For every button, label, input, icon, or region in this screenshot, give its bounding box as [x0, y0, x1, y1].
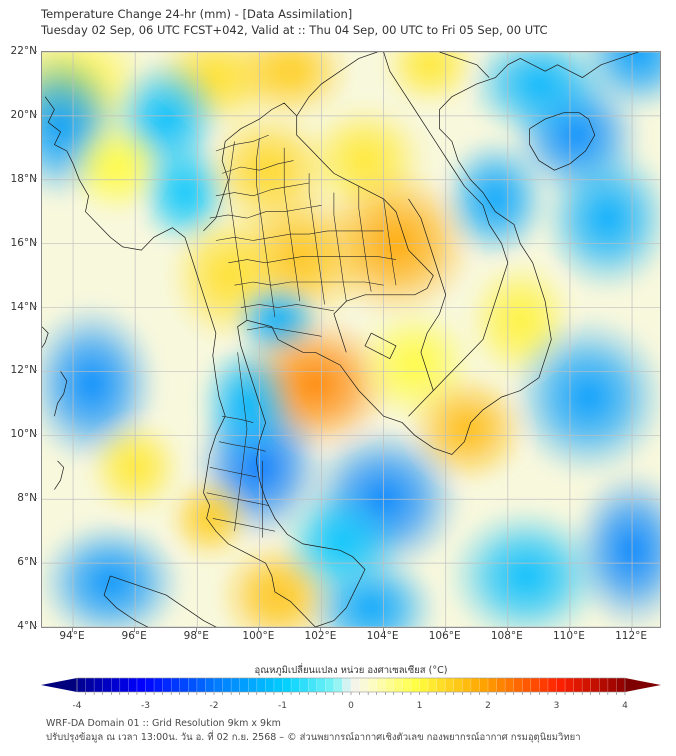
- longitude-tick-mark: [72, 628, 74, 632]
- colorbar-tick-label: 0: [348, 701, 354, 711]
- map-gridlines: [42, 52, 660, 627]
- colorbar-tick-label: -3: [141, 701, 150, 711]
- colorbar-tick-label: 4: [622, 701, 628, 711]
- latitude-tick-label: 10°N: [10, 428, 37, 441]
- latitude-tick-label: 8°N: [17, 492, 37, 505]
- longitude-tick-label: 108°E: [490, 630, 523, 642]
- map-svg: [42, 52, 660, 627]
- colorbar-high-extend: [625, 678, 661, 692]
- colorbar-tick-label: -1: [278, 701, 287, 711]
- longitude-tick-mark: [631, 628, 633, 632]
- latitude-tick-mark: [33, 178, 37, 180]
- latitude-tick-label: 12°N: [10, 364, 37, 377]
- map-coastlines-and-borders: [42, 52, 639, 627]
- longitude-tick-mark: [444, 628, 446, 632]
- longitude-tick-mark: [258, 628, 260, 632]
- map-plot-area[interactable]: [41, 51, 661, 628]
- latitude-tick-mark: [33, 114, 37, 116]
- latitude-tick-label: 18°N: [10, 172, 37, 185]
- longitude-axis: 94°E 96°E 98°E 100°E 102°E 104°E 106°E 108°E 110…: [41, 630, 661, 648]
- longitude-tick-mark: [382, 628, 384, 632]
- longitude-tick-mark: [134, 628, 136, 632]
- latitude-tick-label: 22°N: [10, 45, 37, 57]
- latitude-tick-mark: [33, 497, 37, 499]
- longitude-tick-label: 94°E: [59, 630, 85, 642]
- longitude-tick-mark: [506, 628, 508, 632]
- latitude-tick-label: 16°N: [10, 236, 37, 249]
- colorbar-tick-label: 3: [553, 701, 560, 711]
- colorbar-tick-label: -2: [209, 701, 219, 711]
- longitude-tick-mark: [320, 628, 322, 632]
- figure-title-block: Temperature Change 24-hr (mm) - [Data As…: [41, 6, 641, 38]
- latitude-tick-mark: [33, 369, 37, 371]
- colorbar-tick-label: 2: [485, 701, 491, 711]
- longitude-tick-mark: [196, 628, 198, 632]
- latitude-tick-mark: [33, 242, 37, 244]
- colorbar-low-extend: [41, 678, 77, 692]
- longitude-tick-label: 96°E: [121, 630, 147, 642]
- longitude-tick-mark: [568, 628, 570, 632]
- latitude-tick-label: 20°N: [10, 108, 37, 121]
- longitude-tick-label: 110°E: [552, 630, 585, 642]
- footer-line-credit: ปรับปรุงข้อมูล ณ เวลา 13:00น. วัน อ. ที่…: [46, 732, 581, 743]
- latitude-tick-mark: [33, 50, 37, 52]
- longitude-tick-label: 112°E: [615, 630, 648, 642]
- latitude-axis: 4°N 6°N 8°N 10°N 12°N 14°N 16°N 18°N 20°N 22°N: [0, 45, 37, 632]
- latitude-tick-label: 4°N: [17, 620, 37, 632]
- longitude-tick-label: 98°E: [183, 630, 209, 642]
- longitude-tick-label: 104°E: [366, 630, 399, 642]
- latitude-tick-mark: [33, 625, 37, 627]
- colorbar-tick-label: 1: [416, 701, 423, 711]
- latitude-tick-label: 6°N: [17, 556, 37, 569]
- colorbar-ticks: -4 -3 -2 -1 0 1 2 3 4: [41, 697, 661, 711]
- colorbar-tick-label: -4: [72, 701, 82, 711]
- colorbar: [41, 677, 661, 695]
- longitude-tick-label: 102°E: [304, 630, 337, 642]
- latitude-tick-mark: [33, 561, 37, 563]
- latitude-tick-label: 14°N: [10, 300, 37, 313]
- temperature-anomaly-field: [42, 52, 660, 627]
- latitude-tick-mark: [33, 306, 37, 308]
- page-title: Temperature Change 24-hr (mm) - [Data As…: [41, 7, 353, 21]
- longitude-tick-label: 100°E: [242, 630, 275, 642]
- figure-subtitle: Tuesday 02 Sep, 06 UTC FCST+042, Valid a…: [41, 23, 548, 37]
- colorbar-label: อุณหภูมิเปลี่ยนแปลง หน่วย องศาเซลเซียส (…: [254, 665, 448, 676]
- longitude-tick-label: 106°E: [428, 630, 461, 642]
- footer-line-domain: WRF-DA Domain 01 :: Grid Resolution 9km …: [46, 718, 281, 729]
- latitude-tick-mark: [33, 433, 37, 435]
